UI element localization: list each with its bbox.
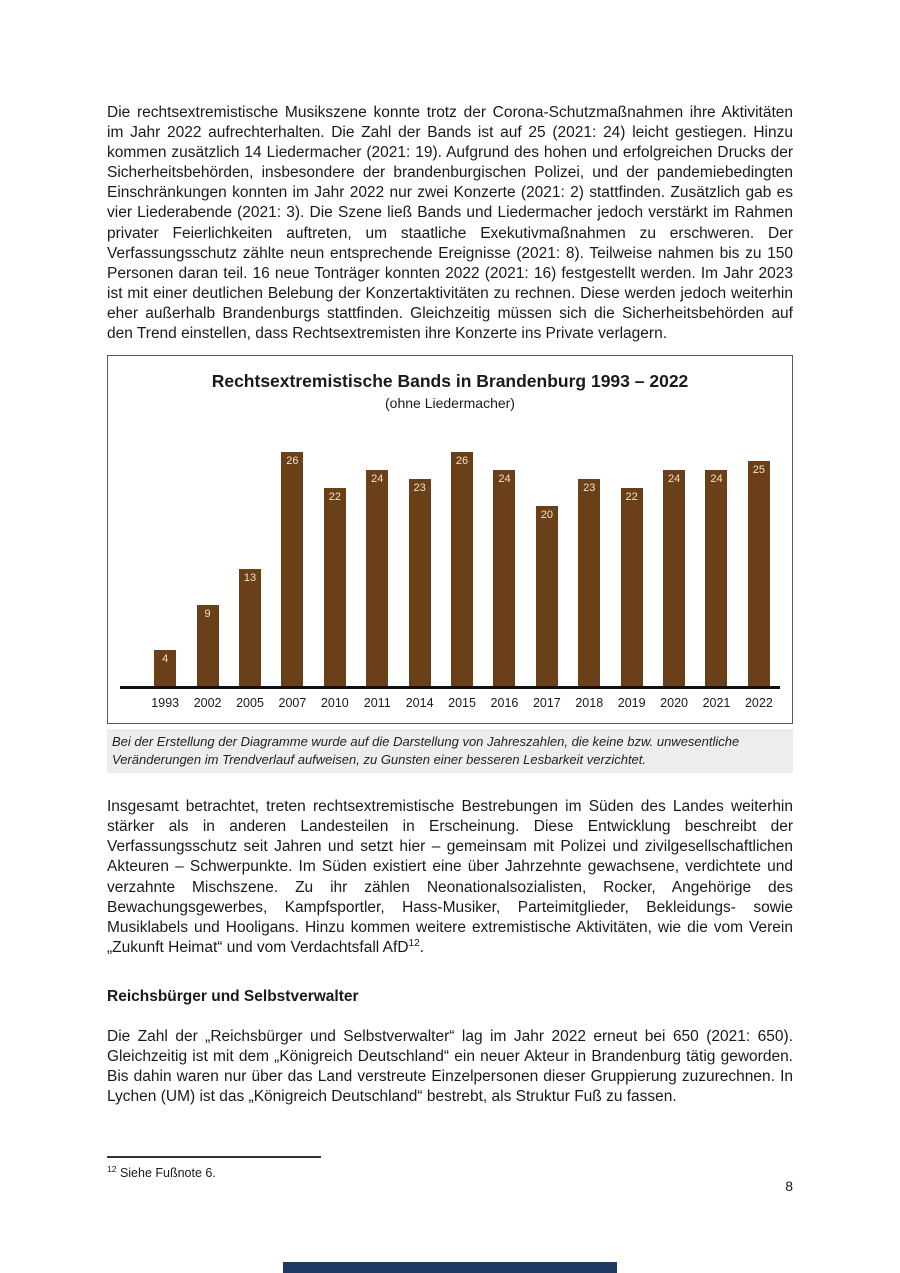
bar-value-label-2018: 23: [583, 482, 596, 495]
bar-value-label-2016: 24: [498, 473, 511, 486]
footnote-separator-rule: [107, 1156, 321, 1159]
bar-2020: 24: [663, 470, 686, 687]
paragraph-reichsbuerger: Die Zahl der „Reichsbürger und Selbstver…: [107, 1027, 793, 1106]
bar-chart-figure: Rechtsextremistische Bands in Brandenbur…: [107, 355, 793, 725]
paragraph-south-region: Insgesamt betrachtet, treten rechtsextre…: [107, 797, 793, 958]
bar-slot-2007: 26: [271, 452, 313, 687]
bar-value-label-2019: 22: [625, 491, 638, 504]
bar-value-label-2015: 26: [455, 455, 469, 468]
x-tick-label-2005: 2005: [236, 696, 264, 711]
bar-2015: 26: [451, 452, 474, 687]
bar-value-label-2022: 25: [752, 464, 766, 477]
x-axis-line: [120, 686, 780, 690]
bar-slot-2018: 23: [568, 452, 610, 687]
bar-slot-2011: 24: [356, 452, 398, 687]
footnote-reference-12: 12: [408, 937, 420, 949]
bar-2019: 22: [620, 488, 643, 687]
footnote-text: Siehe Fußnote 6.: [116, 1166, 216, 1181]
bar-value-label-2005: 13: [243, 572, 257, 585]
x-tick-label-2011: 2011: [363, 696, 391, 711]
x-tick-label-2015: 2015: [448, 696, 476, 711]
chart-plot-area: 4 9 13 26 22 24 23 26 24 20 23 22 24 24 25 1993 2002 200…: [120, 452, 780, 710]
x-tick-label-2016: 2016: [490, 696, 519, 711]
x-tick-label-2019: 2019: [617, 696, 646, 711]
bottom-bar: [283, 1262, 617, 1273]
bar-value-label-2014: 23: [413, 482, 426, 495]
bar-2014: 23: [408, 479, 431, 687]
x-tick-label-2022: 2022: [744, 696, 773, 711]
bar-slot-2014: 23: [398, 452, 440, 687]
bar-2016: 24: [493, 470, 516, 687]
page-number: 8: [785, 1178, 793, 1194]
bar-1993: 4: [154, 650, 177, 687]
bar-value-label-2007: 26: [286, 455, 299, 468]
chart-subtitle: (ohne Liedermacher): [385, 395, 515, 412]
bar-slot-2019: 22: [610, 452, 652, 687]
bar-slot-2015: 26: [441, 452, 483, 687]
chart-bars: 4 9 13 26 22 24 23 26 24 20 23 22 24 24 25: [120, 452, 780, 687]
bar-slot-2002: 9: [186, 452, 228, 687]
bar-slot-2010: 22: [314, 452, 356, 687]
chart-title: Rechtsextremistische Bands in Brandenbur…: [211, 371, 689, 392]
bar-2022: 25: [747, 461, 770, 687]
page-content: Die rechtsextremistische Musikszene konn…: [107, 0, 793, 1181]
x-tick-label-2017: 2017: [532, 696, 561, 711]
bar-slot-2005: 13: [229, 452, 271, 687]
bar-2010: 22: [323, 488, 346, 687]
bar-value-label-2011: 24: [371, 473, 384, 486]
x-tick-label-2014: 2014: [405, 696, 434, 711]
bar-value-label-1993: 4: [162, 653, 169, 666]
bar-value-label-2002: 9: [204, 608, 211, 621]
x-tick-label-2007: 2007: [278, 696, 307, 711]
bar-value-label-2017: 20: [540, 509, 553, 522]
bar-2011: 24: [366, 470, 389, 687]
bar-slot-1993: 4: [144, 452, 186, 687]
x-tick-label-1993: 1993: [151, 696, 180, 711]
footnote-number: 12: [107, 1164, 117, 1175]
x-tick-label-2021: 2021: [702, 696, 731, 711]
bar-2002: 9: [196, 605, 219, 687]
x-axis-tick-labels: 1993 2002 2005 2007 2010 2011 2014 2015 2016 2017…: [120, 696, 780, 710]
bar-slot-2016: 24: [483, 452, 525, 687]
bar-slot-2022: 25: [738, 452, 780, 687]
bar-value-label-2020: 24: [667, 473, 681, 486]
bar-2017: 20: [535, 506, 558, 687]
bar-2005: 13: [239, 569, 262, 687]
x-tick-label-2020: 2020: [660, 696, 688, 711]
chart-caption: Bei der Erstellung der Diagramme wurde a…: [107, 729, 793, 774]
section-heading-reichsbuerger: Reichsbürger und Selbstverwalter: [107, 987, 359, 1005]
bar-2018: 23: [578, 479, 601, 687]
bar-value-label-2010: 22: [328, 491, 341, 504]
bar-2021: 24: [705, 470, 728, 687]
x-tick-label-2018: 2018: [575, 696, 604, 711]
footnote-12: 12 Siehe Fußnote 6.: [107, 1165, 793, 1181]
bar-slot-2017: 20: [526, 452, 568, 687]
bar-2007: 26: [281, 452, 304, 687]
x-tick-label-2002: 2002: [193, 696, 222, 711]
paragraph-south-region-tail: .: [419, 938, 424, 956]
bar-value-label-2021: 24: [710, 473, 723, 486]
bar-slot-2020: 24: [653, 452, 695, 687]
x-tick-label-2010: 2010: [320, 696, 349, 711]
paragraph-south-region-text: Insgesamt betrachtet, treten rechtsextre…: [107, 798, 793, 956]
bar-slot-2021: 24: [695, 452, 737, 687]
paragraph-music-scene: Die rechtsextremistische Musikszene konn…: [107, 104, 793, 343]
